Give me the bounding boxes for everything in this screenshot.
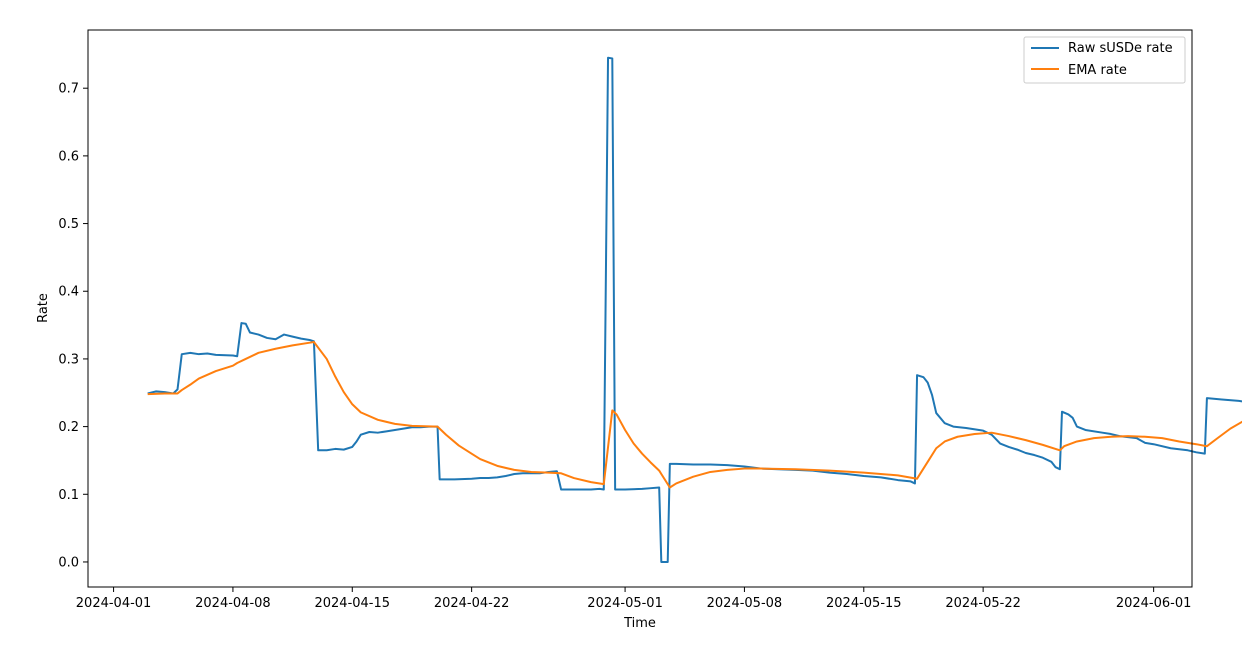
- x-tick-label: 2024-06-01: [1116, 596, 1192, 611]
- y-tick-label: 0.6: [58, 149, 79, 164]
- y-axis-label: Rate: [36, 293, 51, 323]
- y-tick-label: 0.4: [58, 285, 79, 300]
- x-tick-label: 2024-04-22: [434, 596, 510, 611]
- series-line-ema-rate: [147, 341, 1242, 489]
- series-layer: [147, 56, 1242, 563]
- plot-frame: [87, 29, 1193, 588]
- x-tick-label: 2024-05-08: [707, 596, 783, 611]
- x-tick-label: 2024-05-15: [826, 596, 902, 611]
- y-tick-label: 0.5: [58, 217, 79, 232]
- x-axis-label: Time: [623, 616, 656, 631]
- x-tick-label: 2024-05-22: [945, 596, 1021, 611]
- x-axis: 2024-04-01 2024-04-08 2024-04-15 2024-04-22…: [76, 587, 1192, 611]
- series-line-raw-susde-rate: [147, 56, 1242, 563]
- y-tick-label: 0.2: [58, 420, 79, 435]
- y-tick-label: 0.1: [58, 488, 79, 503]
- y-axis: 0.0 0.1 0.2 0.3 0.4 0.5 0.6 0.7: [58, 82, 88, 570]
- plot-background: [88, 30, 1192, 587]
- x-tick-label: 2024-05-01: [587, 596, 663, 611]
- legend-label-ema: EMA rate: [1068, 63, 1127, 78]
- x-tick-label: 2024-04-15: [314, 596, 390, 611]
- y-tick-label: 0.7: [58, 82, 79, 97]
- legend-label-raw: Raw sUSDe rate: [1068, 41, 1173, 56]
- x-tick-label: 2024-04-08: [195, 596, 271, 611]
- y-tick-label: 0.0: [58, 555, 79, 570]
- legend: Raw sUSDe rate EMA rate: [1023, 36, 1186, 84]
- x-tick-label: 2024-04-01: [76, 596, 152, 611]
- y-tick-label: 0.3: [58, 352, 79, 367]
- legend-box: [1023, 36, 1186, 84]
